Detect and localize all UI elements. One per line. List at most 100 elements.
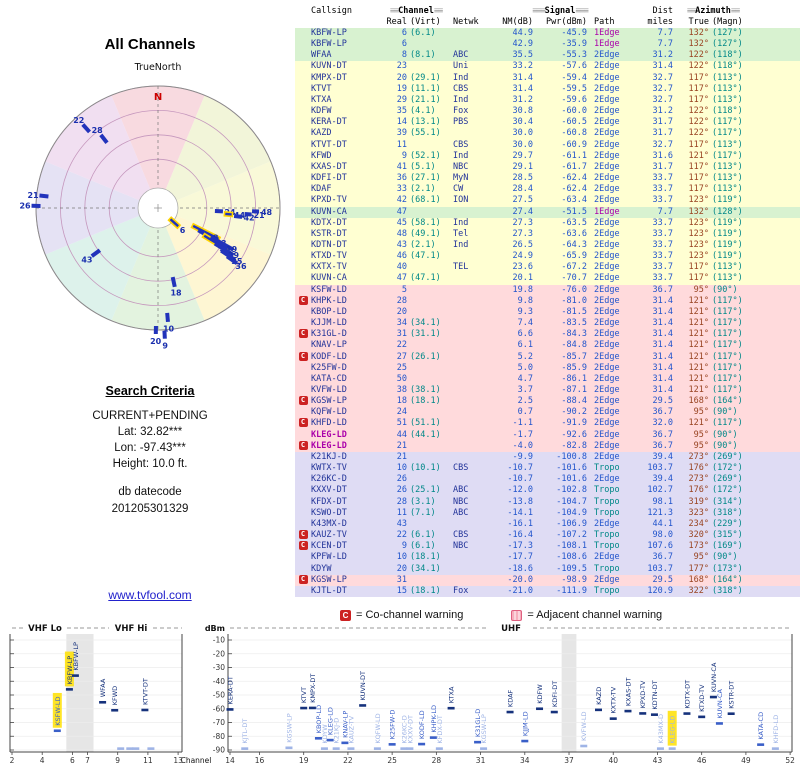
cell-callsign[interactable]: KTXA (311, 94, 332, 105)
cell-callsign[interactable]: KHPK-LD (311, 295, 347, 306)
signal-bar (550, 710, 558, 714)
cell-callsign[interactable]: KDTX-DT (311, 217, 347, 228)
cell-callsign[interactable]: KNAV-LP (311, 340, 347, 351)
table-row: KBFW-LP 6 (6.1) 44.9 -45.9 1Edge 7.7 132° (127°) (295, 28, 800, 40)
cell-dist: 7.7 (657, 28, 673, 38)
cell-callsign[interactable]: KJTL-DT (311, 585, 347, 596)
website-link[interactable]: www.tvfool.com (108, 588, 192, 602)
cell-callsign[interactable]: KGSW-LP (311, 574, 347, 585)
cell-callsign[interactable]: KGSW-LP (311, 396, 347, 407)
cell-warn (295, 586, 311, 597)
cell-real: 35 (396, 106, 407, 117)
cell-warn (295, 229, 311, 240)
signal-bar-label: KSTR-DT (728, 681, 736, 709)
cell-callsign[interactable]: KSTR-DT (311, 228, 347, 239)
cell-virt: (52.1) (410, 150, 441, 161)
cell-nm: 24.9 (512, 251, 533, 262)
cell-path: 2Edge (594, 518, 620, 529)
search-criteria-heading: Search Criteria (105, 384, 195, 398)
cell-callsign[interactable]: KSWO-DT (311, 507, 347, 518)
cell-callsign[interactable]: WFAA (311, 50, 332, 61)
signal-bar-label: KVFW-LD (580, 711, 588, 741)
signal-bar-label: K43MX-D (657, 714, 665, 744)
cell-virt: (13.1) (410, 117, 441, 128)
cell-true: 121° (688, 150, 709, 161)
cell-callsign[interactable]: K26KC-D (311, 474, 347, 485)
cell-true: 122° (688, 117, 709, 128)
cell-callsign[interactable]: KCEN-DT (311, 541, 347, 552)
cell-real: 50 (396, 373, 407, 384)
cell-callsign[interactable]: KDAF (311, 184, 332, 195)
cell-callsign[interactable]: KHFD-LD (311, 418, 347, 429)
cell-callsign[interactable]: KPFW-LD (311, 552, 347, 563)
signal-bar-label-group: KJJM-LD (521, 711, 529, 736)
cell-callsign[interactable]: KAUZ-TV (311, 530, 347, 541)
table-row: KSTR-DT 48 (49.1) Tel 27.3 -63.6 2Edge 33.7 123°… (295, 228, 800, 240)
cell-virt: (4.1) (410, 106, 436, 117)
cell-pwr: -104.7 (556, 496, 587, 507)
cell-callsign[interactable]: KVFW-LD (311, 385, 347, 395)
cell-true: 123° (688, 228, 709, 239)
table-row: C KLEG-LD 21 -4.0 -82.8 2Edge 36.7 95° (90°) (295, 440, 800, 452)
cell-callsign[interactable]: KUVN-CA (311, 273, 347, 284)
cell-callsign[interactable]: KDTN-DT (311, 239, 347, 250)
cell-magn: (117°) (712, 385, 743, 395)
cell-callsign[interactable]: KTXD-TV (311, 251, 347, 262)
cell-virt: (6.1) (410, 541, 436, 552)
cell-callsign[interactable]: KUVN-CA (311, 206, 347, 217)
cell-callsign[interactable]: KXTX-TV (311, 262, 347, 273)
cell-real: 31 (396, 574, 407, 585)
cell-callsign[interactable]: KODF-LD (311, 351, 347, 362)
cell-callsign[interactable]: KTVT-DT (311, 139, 347, 150)
table-row: KSFW-LD 5 19.8 -76.0 2Edge 36.7 95° (90°) (295, 284, 800, 296)
cell-callsign[interactable]: KFWD (311, 150, 332, 161)
polar-signal-marker (162, 330, 167, 339)
cell-callsign[interactable]: K31GL-D (311, 329, 347, 340)
cell-callsign[interactable]: KJJM-LD (311, 318, 347, 329)
cell-callsign[interactable]: KERA-DT (311, 117, 347, 128)
cell-true: 121° (688, 385, 709, 395)
datecode-value: 201205301329 (111, 503, 189, 515)
cell-callsign[interactable]: K43MX-D (311, 518, 347, 529)
table-row: KVFW-LD 38 (38.1) 3.7 -87.1 2Edge 31.4 121° (117… (295, 385, 800, 397)
cell-callsign[interactable]: KQFW-LD (311, 407, 347, 418)
cell-callsign[interactable]: K25FW-D (311, 362, 347, 373)
cell-callsign[interactable]: KAZD (311, 128, 332, 139)
signal-bar (400, 747, 408, 750)
signal-bar-label-group: K31GL-D (474, 709, 482, 737)
cell-callsign[interactable]: KDFI-DT (311, 173, 347, 184)
cell-dist: 32.0 (652, 418, 673, 429)
cell-callsign[interactable]: KMPX-DT (311, 72, 347, 83)
cell-callsign[interactable]: KBFW-LP (311, 28, 347, 38)
cell-dist: 33.7 (652, 262, 673, 273)
cell-callsign[interactable]: K21KJ-D (311, 451, 347, 462)
cell-callsign[interactable]: KDFW (311, 106, 332, 117)
cell-callsign[interactable]: KBFW-LP (311, 39, 347, 50)
cell-callsign[interactable]: KDYW (311, 563, 332, 574)
cell-warn (295, 262, 311, 273)
cell-warn (295, 374, 311, 385)
cell-true: 95° (693, 284, 709, 295)
channel-table: Callsign ≡≡Channel≡≡ ≡≡≡Signal≡≡≡ Dist ≡… (295, 6, 800, 597)
cell-callsign[interactable]: KXAS-DT (311, 161, 347, 172)
x-tick-label: 11 (143, 756, 153, 765)
cell-real: 15 (396, 585, 407, 596)
cell-callsign[interactable]: KPXD-TV (311, 195, 347, 206)
cell-callsign[interactable]: KFDX-DT (311, 496, 347, 507)
cell-netwk (451, 39, 489, 50)
cell-path: 2Edge (594, 284, 620, 295)
cell-callsign[interactable]: KLEG-LD (311, 429, 347, 440)
cell-pwr: -88.4 (561, 396, 587, 407)
cell-callsign[interactable]: KSFW-LD (311, 284, 347, 295)
cell-pwr: -63.6 (561, 228, 587, 239)
cell-callsign[interactable]: KTVT (311, 83, 332, 94)
cell-callsign[interactable]: KBOP-LD (311, 306, 347, 317)
cell-callsign[interactable]: KLEG-LD (311, 440, 347, 451)
signal-bar-label: KBFW-LP (66, 656, 74, 685)
cell-real: 23 (396, 61, 407, 72)
cell-magn: (113°) (712, 83, 743, 94)
cell-callsign[interactable]: KXXV-DT (311, 485, 347, 496)
cell-callsign[interactable]: KUVN-DT (311, 61, 347, 72)
cell-callsign[interactable]: KATA-CD (311, 373, 347, 384)
cell-callsign[interactable]: KWTX-TV (311, 463, 347, 474)
